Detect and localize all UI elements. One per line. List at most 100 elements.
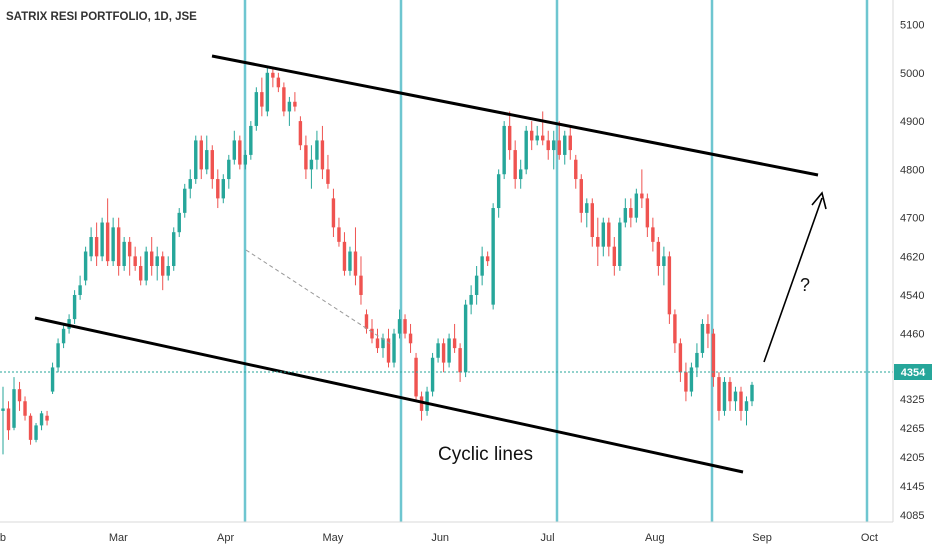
candle-up[interactable] bbox=[469, 294, 473, 305]
candle-down[interactable] bbox=[403, 319, 407, 334]
candle-down[interactable] bbox=[94, 237, 99, 257]
candle-down[interactable] bbox=[612, 246, 617, 266]
candle-down[interactable] bbox=[452, 338, 457, 349]
candle-up[interactable] bbox=[618, 222, 622, 266]
candle-down[interactable] bbox=[579, 179, 583, 213]
candle-up[interactable] bbox=[491, 208, 495, 305]
candle-up[interactable] bbox=[254, 92, 259, 126]
candle-down[interactable] bbox=[706, 323, 710, 334]
candle-up[interactable] bbox=[496, 174, 501, 209]
candle-down[interactable] bbox=[138, 266, 143, 281]
candle-down[interactable] bbox=[408, 333, 413, 344]
candle-up[interactable] bbox=[662, 256, 666, 266]
lower-channel-line[interactable] bbox=[34, 316, 744, 474]
candle-up[interactable] bbox=[381, 338, 385, 349]
candle-up[interactable] bbox=[83, 251, 88, 281]
candle-up[interactable] bbox=[524, 130, 528, 170]
candle-up[interactable] bbox=[243, 154, 248, 165]
candle-up[interactable] bbox=[425, 391, 429, 411]
candle-up[interactable] bbox=[447, 338, 451, 363]
candle-up[interactable] bbox=[722, 381, 727, 411]
candle-down[interactable] bbox=[105, 222, 110, 262]
candle-down[interactable] bbox=[607, 222, 611, 247]
candle-up[interactable] bbox=[155, 256, 159, 266]
candle-up[interactable] bbox=[12, 389, 16, 428]
candle-down[interactable] bbox=[28, 415, 33, 440]
candle-down[interactable] bbox=[375, 338, 380, 349]
candle-down[interactable] bbox=[667, 256, 672, 315]
candle-down[interactable] bbox=[199, 140, 203, 170]
candle-down[interactable] bbox=[568, 135, 572, 151]
candle-up[interactable] bbox=[72, 294, 77, 320]
candle-up[interactable] bbox=[188, 179, 192, 189]
candle-down[interactable] bbox=[45, 415, 49, 421]
candle-up[interactable] bbox=[172, 232, 176, 266]
candle-down[interactable] bbox=[651, 227, 655, 242]
candle-down[interactable] bbox=[260, 92, 264, 107]
candle-down[interactable] bbox=[640, 193, 644, 199]
candle-up[interactable] bbox=[315, 140, 319, 160]
candle-up[interactable] bbox=[89, 237, 93, 257]
candle-up[interactable] bbox=[166, 266, 170, 276]
candle-down[interactable] bbox=[364, 314, 369, 329]
candle-down[interactable] bbox=[507, 125, 512, 151]
candle-down[interactable] bbox=[116, 227, 121, 266]
candle-up[interactable] bbox=[100, 222, 104, 257]
candle-up[interactable] bbox=[463, 304, 468, 373]
candle-down[interactable] bbox=[684, 372, 688, 392]
candle-up[interactable] bbox=[430, 357, 435, 392]
candle-up[interactable] bbox=[700, 323, 705, 353]
candle-up[interactable] bbox=[750, 384, 754, 402]
candle-down[interactable] bbox=[304, 145, 308, 170]
candle-up[interactable] bbox=[634, 193, 639, 218]
candle-down[interactable] bbox=[216, 179, 220, 199]
candle-down[interactable] bbox=[6, 408, 11, 431]
candle-up[interactable] bbox=[56, 343, 60, 368]
projection-arrow[interactable] bbox=[763, 197, 823, 363]
candle-up[interactable] bbox=[436, 343, 440, 358]
candle-up[interactable] bbox=[309, 159, 314, 170]
candle-up[interactable] bbox=[585, 203, 589, 213]
candle-down[interactable] bbox=[728, 381, 732, 402]
candle-up[interactable] bbox=[563, 135, 567, 155]
candle-down[interactable] bbox=[645, 198, 650, 228]
candle-up[interactable] bbox=[1, 408, 5, 411]
candle-down[interactable] bbox=[271, 72, 275, 78]
candle-up[interactable] bbox=[480, 256, 484, 276]
candle-up[interactable] bbox=[232, 140, 237, 160]
candle-up[interactable] bbox=[144, 251, 148, 281]
candle-up[interactable] bbox=[744, 401, 749, 411]
candle-up[interactable] bbox=[552, 140, 556, 151]
candle-down[interactable] bbox=[161, 256, 165, 276]
candle-down[interactable] bbox=[414, 357, 418, 397]
candle-down[interactable] bbox=[331, 198, 336, 228]
candle-up[interactable] bbox=[348, 251, 352, 271]
candle-up[interactable] bbox=[39, 413, 44, 426]
candle-down[interactable] bbox=[557, 140, 561, 155]
candle-down[interactable] bbox=[590, 203, 594, 238]
candle-down[interactable] bbox=[342, 241, 347, 271]
candle-up[interactable] bbox=[249, 125, 253, 155]
candle-down[interactable] bbox=[149, 251, 154, 266]
candle-down[interactable] bbox=[541, 135, 545, 141]
candle-down[interactable] bbox=[370, 328, 374, 339]
candle-down[interactable] bbox=[359, 275, 363, 295]
candle-up[interactable] bbox=[177, 212, 181, 233]
candle-down[interactable] bbox=[133, 256, 137, 266]
candle-down[interactable] bbox=[529, 130, 534, 141]
candle-up[interactable] bbox=[695, 352, 699, 368]
candle-down[interactable] bbox=[546, 140, 550, 151]
candle-up[interactable] bbox=[623, 208, 628, 223]
candle-down[interactable] bbox=[210, 150, 214, 180]
candle-down[interactable] bbox=[127, 241, 132, 257]
candle-down[interactable] bbox=[17, 389, 22, 402]
candle-up[interactable] bbox=[474, 275, 479, 295]
candle-up[interactable] bbox=[518, 169, 523, 180]
candle-down[interactable] bbox=[485, 256, 490, 262]
candle-up[interactable] bbox=[392, 333, 396, 363]
candle-down[interactable] bbox=[574, 159, 578, 180]
candle-down[interactable] bbox=[276, 77, 281, 88]
candle-down[interactable] bbox=[293, 101, 297, 107]
candle-down[interactable] bbox=[717, 377, 721, 411]
